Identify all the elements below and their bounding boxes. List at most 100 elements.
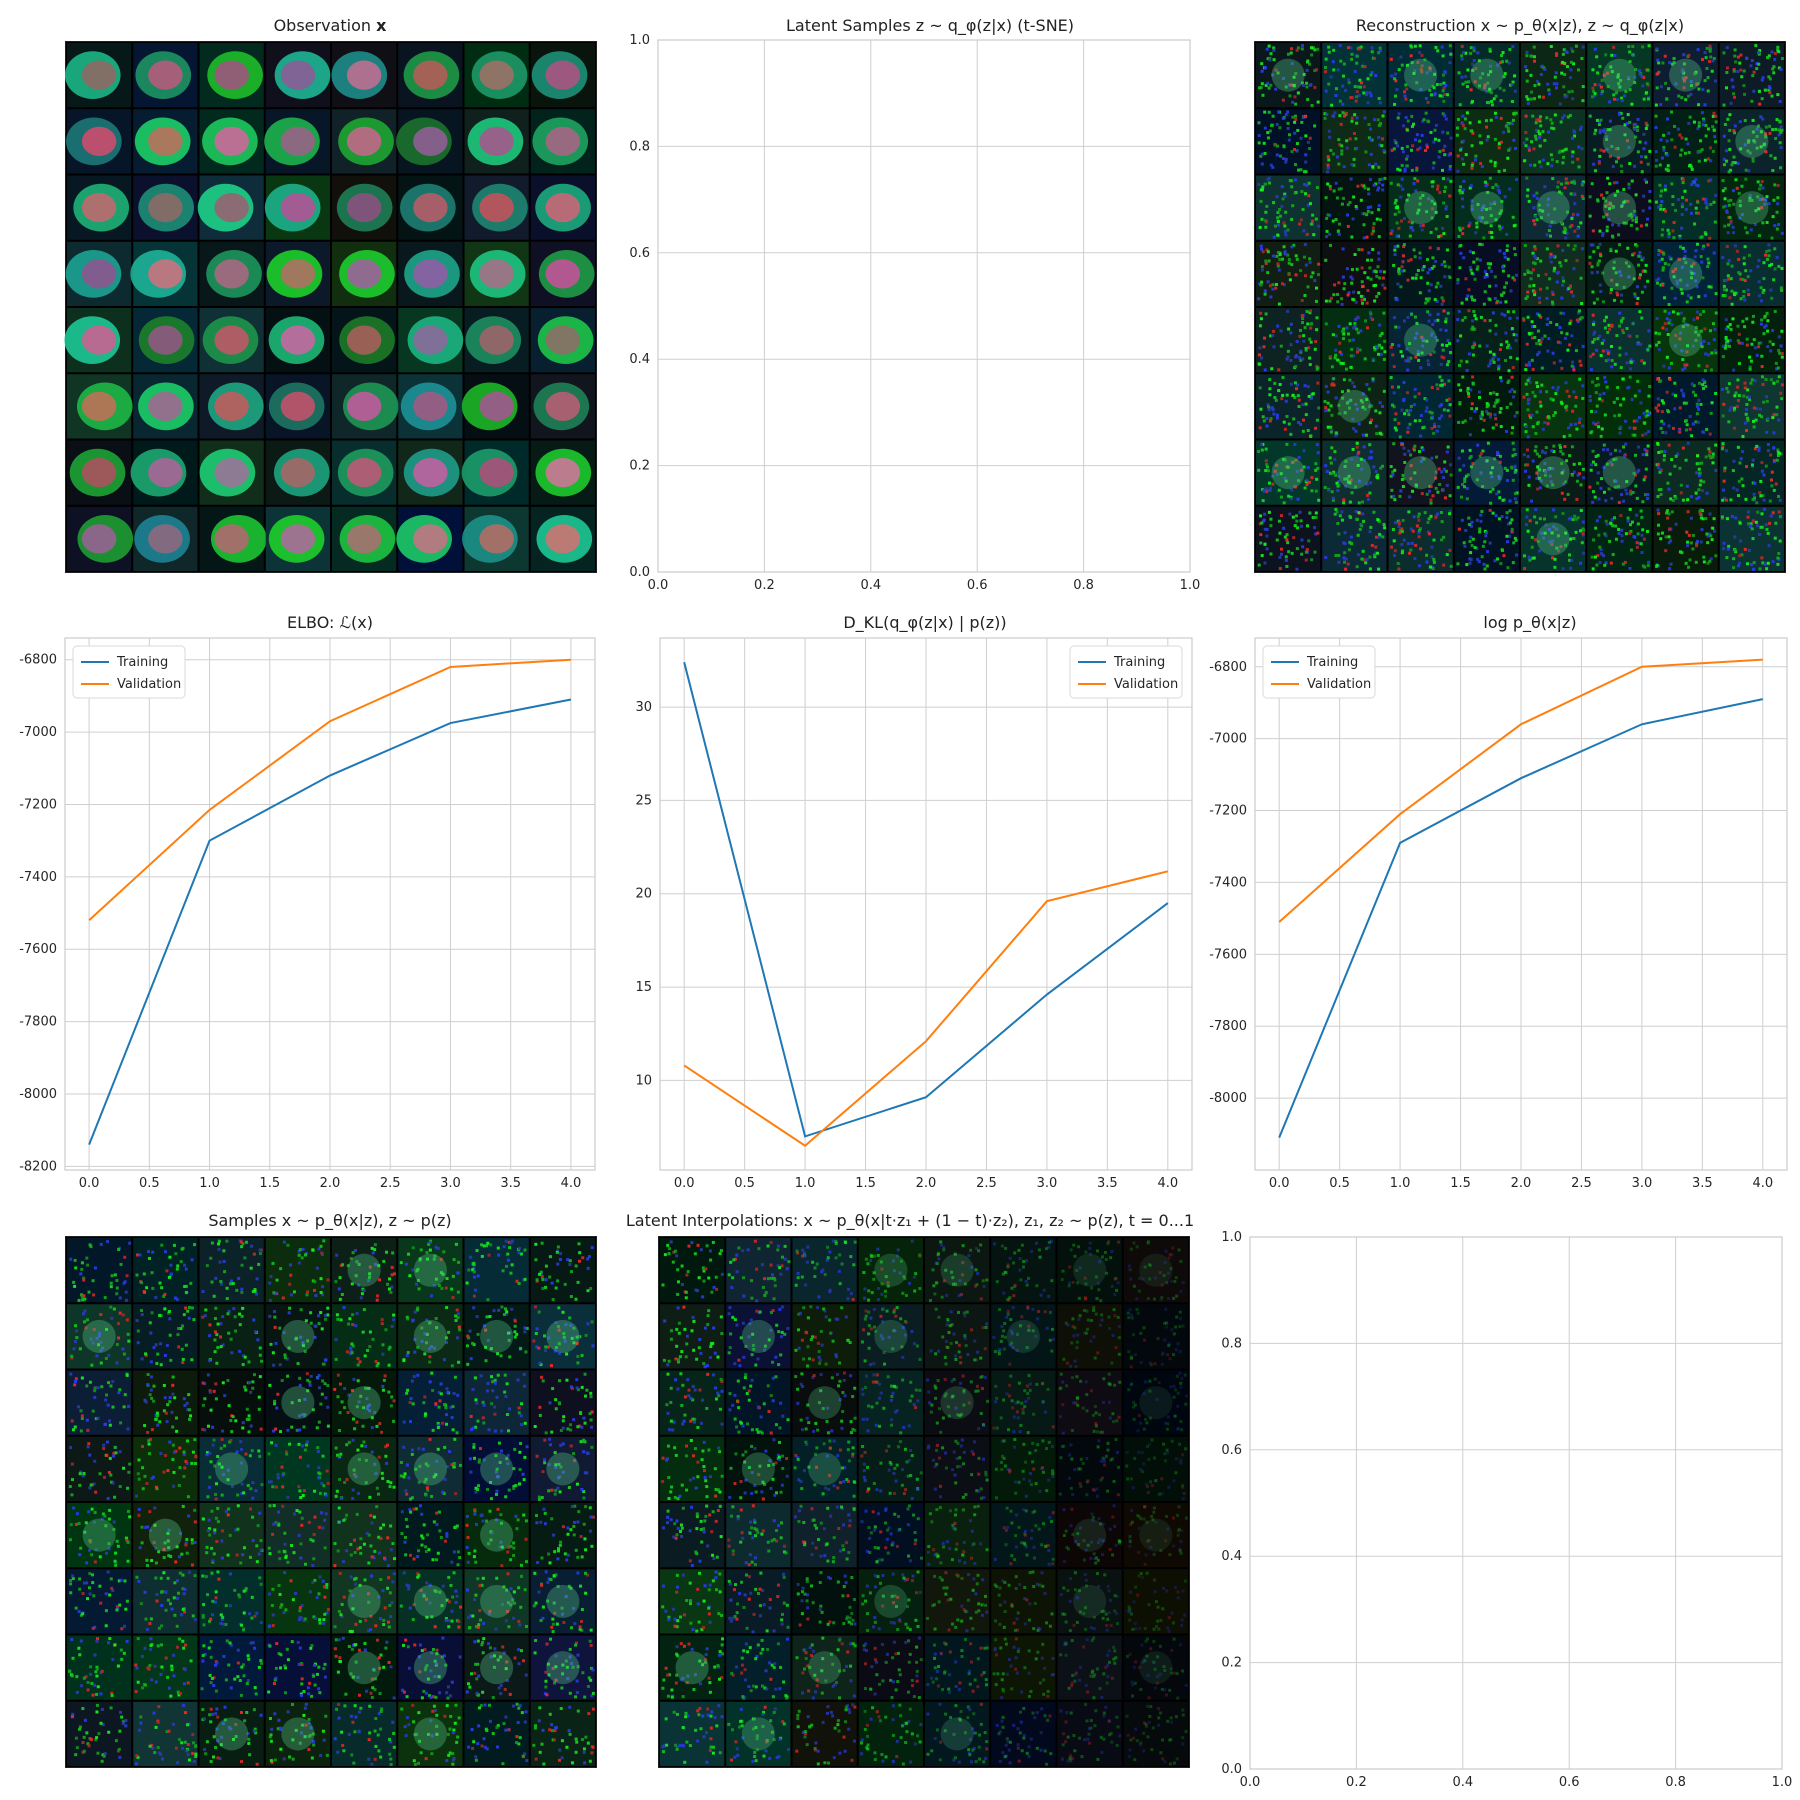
grid-tile [991, 1569, 1056, 1634]
grid-tile [67, 1635, 132, 1700]
grid-tile [332, 241, 397, 306]
grid-tile [792, 1370, 857, 1435]
grid-tile [1587, 308, 1652, 373]
grid-tile [1454, 109, 1519, 174]
grid-tile [1256, 308, 1321, 373]
kl-title: D_KL(q_φ(z|x) | p(z)) [843, 613, 1007, 632]
grid-tile [199, 308, 264, 373]
grid-tile [925, 1635, 990, 1700]
x-tick-label: 2.0 [320, 1176, 341, 1191]
grid-tile [1388, 440, 1453, 505]
y-tick-label: -7400 [1209, 875, 1247, 890]
grid-tile [66, 109, 132, 174]
grid-tile [67, 440, 132, 505]
x-tick-label: 4.0 [561, 1176, 582, 1191]
observation-panel: Observation x [60, 10, 600, 580]
x-tick-label: 3.0 [440, 1176, 461, 1191]
grid-tile [265, 1436, 330, 1501]
grid-tile [726, 1503, 791, 1568]
loglik-title: log p_θ(x|z) [1483, 613, 1577, 632]
x-tick-label: 1.0 [1390, 1176, 1411, 1191]
loglik-panel: log p_θ(x|z) 0.0 0.5 1.0 1.5 2.0 2.5 3.0 3.5 4.0… [1200, 605, 1800, 1205]
y-tick-label: -7600 [1209, 947, 1247, 962]
grid-tile [530, 1503, 595, 1568]
grid-tile [1322, 175, 1387, 240]
y-tick-label: 1.0 [1221, 1230, 1242, 1245]
series-line-training [683, 662, 1169, 1138]
grid-tile [398, 374, 463, 439]
grid-tile [264, 109, 330, 174]
grid-tile [726, 1370, 791, 1435]
y-tick-label: 1.0 [629, 33, 650, 48]
grid-tile [332, 1238, 397, 1303]
grid-tile [332, 1635, 397, 1700]
plot-frame [657, 39, 1191, 573]
grid-tile [64, 43, 132, 108]
grid-tile [792, 1569, 857, 1634]
y-tick-label: -7200 [1209, 804, 1247, 819]
grid-tile [398, 308, 464, 373]
samples-panel: Samples x ~ p_θ(x|z), z ~ p(z) [60, 1205, 600, 1775]
grid-tile [1653, 440, 1718, 505]
y-tick-label: 0.0 [629, 565, 650, 580]
grid-tile [1057, 1436, 1122, 1501]
grid-tile [398, 1635, 463, 1700]
grid-tile [199, 1304, 264, 1369]
x-tick-label: 0.8 [1665, 1775, 1686, 1790]
x-tick-label: 0.0 [1240, 1775, 1261, 1790]
grid-tile [530, 506, 595, 571]
grid-tile [1454, 43, 1519, 108]
y-tick-label: 0.0 [1221, 1762, 1242, 1777]
grid-tile [1123, 1304, 1188, 1369]
y-tick-label: 10 [635, 1073, 652, 1088]
grid-tile [925, 1701, 990, 1766]
grid-tile [660, 1701, 725, 1766]
grid-tile [1521, 374, 1586, 439]
grid-tile [1256, 374, 1321, 439]
samples-title: Samples x ~ p_θ(x|z), z ~ p(z) [208, 1211, 452, 1230]
grid-tile [265, 308, 330, 373]
grid-tile [1123, 1238, 1188, 1303]
empty-panel: 0.0 0.2 0.4 0.6 0.8 1.0 0.0 0.2 0.4 0.6 0.8 1.0 [1200, 1205, 1800, 1800]
grid-tile [265, 374, 330, 439]
grid-tile [1653, 374, 1718, 439]
grid-tile [130, 440, 198, 505]
x-tick-label: 1.5 [259, 1176, 280, 1191]
grid-tile [464, 43, 529, 108]
grid-tile [858, 1238, 923, 1303]
grid-tile [199, 1503, 264, 1568]
grid-tile [265, 1569, 330, 1634]
grid-tile [398, 1370, 463, 1435]
grid-tile [530, 1304, 595, 1369]
x-tick-label: 1.5 [1450, 1176, 1471, 1191]
x-tick-label: 4.0 [1157, 1176, 1178, 1191]
grid-tile [133, 308, 198, 373]
grid-tile [67, 1503, 132, 1568]
grid-tile [264, 175, 330, 240]
grid-tile [1719, 241, 1784, 306]
grid-tile [67, 1569, 132, 1634]
grid-tile [858, 1370, 923, 1435]
grid-tile [464, 1503, 529, 1568]
grid-tile [398, 1436, 463, 1501]
grid-tile [726, 1304, 791, 1369]
grid-tile [398, 1304, 463, 1369]
grid-tile [396, 109, 463, 174]
grid-tile [332, 1370, 397, 1435]
grid-tile [530, 241, 595, 306]
grid-tile [530, 1370, 595, 1435]
grid-tile [265, 1304, 330, 1369]
x-tick-label: 0.0 [1269, 1176, 1290, 1191]
grid-tile [199, 43, 264, 108]
grid-tile [133, 506, 198, 571]
plot-frame [659, 637, 1193, 1171]
interp-image-grid [658, 1236, 1190, 1768]
x-tick-label: 0.0 [648, 578, 669, 593]
grid-tile [530, 1238, 595, 1303]
x-tick-label: 0.6 [967, 578, 988, 593]
grid-tile [1521, 109, 1586, 174]
x-tick-label: 1.0 [199, 1176, 220, 1191]
x-tick-label: 0.4 [860, 578, 881, 593]
grid-tile [67, 1701, 132, 1766]
grid-tile [1322, 241, 1387, 306]
